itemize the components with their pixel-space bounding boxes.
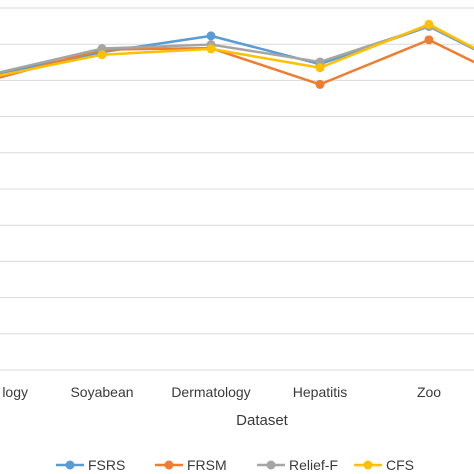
gridlines [0,7,474,371]
series-frsm [0,35,474,89]
series-cfs [0,19,474,77]
x-tick-label: Dermatology [171,384,250,400]
data-point [315,79,325,89]
series-line [0,23,474,77]
legend-item-fsrs: FSRS [56,457,125,473]
legend-swatch-marker [363,460,373,470]
legend-label: CFS [386,457,414,473]
legend-label: FRSM [187,457,227,473]
data-point [97,50,107,60]
legend-item-cfs: CFS [354,457,414,473]
x-tick-label: Hepatitis [293,384,347,400]
legend: FSRS FRSM Relief-F CFS [56,457,414,473]
x-axis-title: Dataset [236,412,289,429]
series-line [0,38,474,86]
data-point [424,35,434,45]
legend-label: Relief-F [289,457,338,473]
series-layer [0,19,474,89]
legend-item-relief-f: Relief-F [257,457,338,473]
legend-swatch-marker [164,460,174,470]
data-point [424,19,434,29]
data-point [206,44,216,54]
legend-swatch-marker [65,460,75,470]
data-point [97,44,107,54]
legend-item-frsm: FRSM [155,457,227,473]
data-point [206,31,216,41]
x-tick-labels: logy Soyabean Dermatology Hepatitis Zoo [2,384,441,400]
x-tick-label: Soyabean [70,384,133,400]
legend-label: FSRS [88,457,125,473]
x-tick-label: Zoo [417,384,441,400]
legend-swatch-marker [266,460,276,470]
x-tick-label: logy [2,384,28,400]
data-point [315,63,325,73]
